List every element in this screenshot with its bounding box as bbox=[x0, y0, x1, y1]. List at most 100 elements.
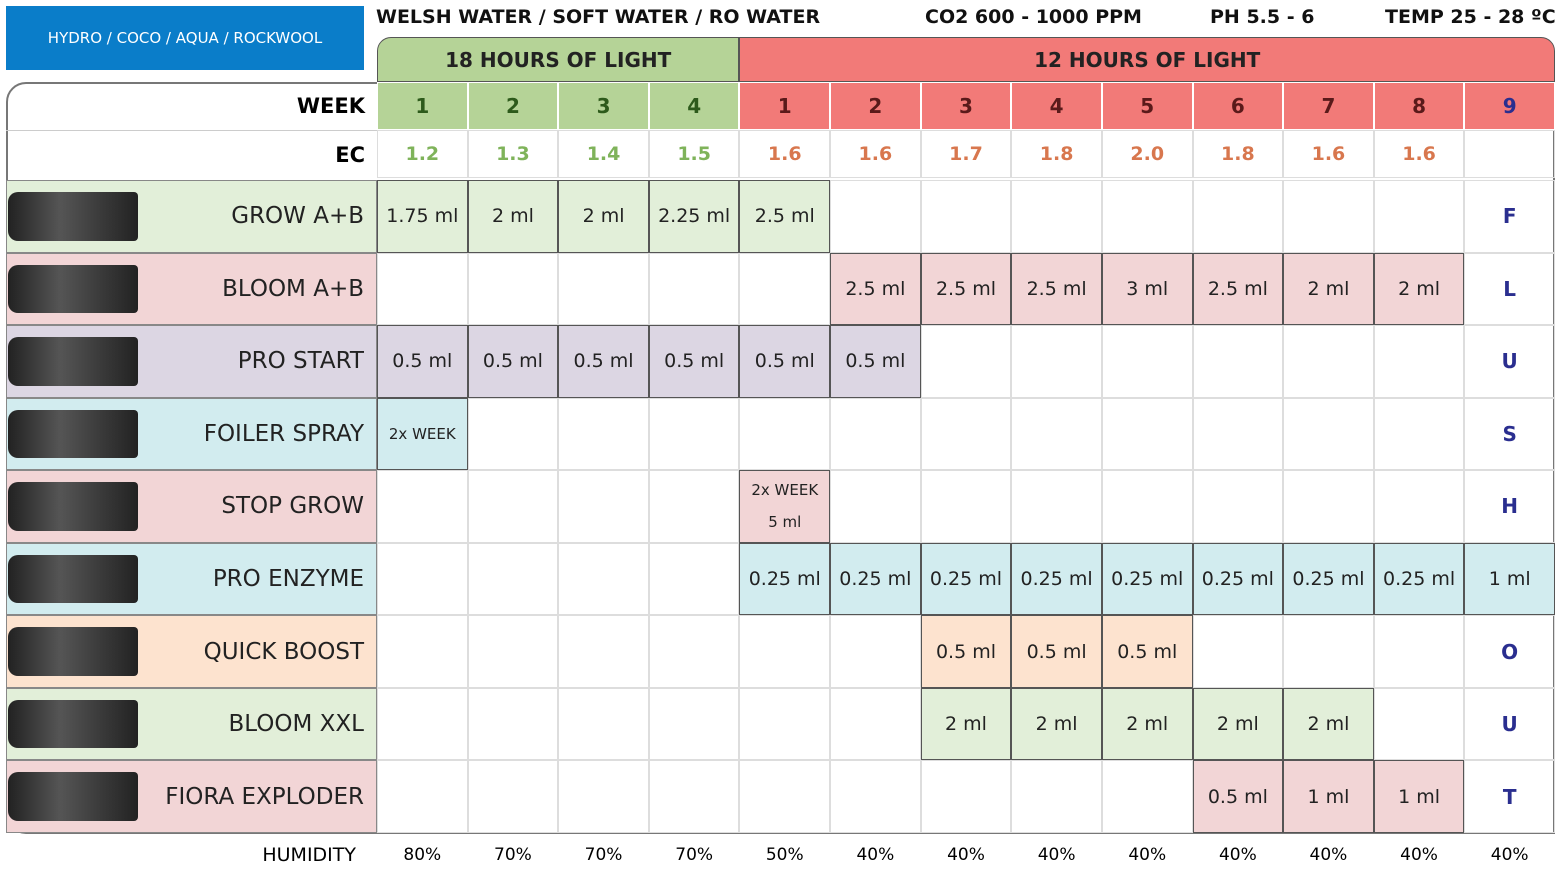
humidity-cell: 40% bbox=[1193, 840, 1284, 870]
row-label: HUMIDITY bbox=[6, 840, 356, 870]
empty-cell bbox=[921, 325, 1012, 398]
dose-line: 5 ml bbox=[768, 513, 801, 531]
week-cell: 4 bbox=[1011, 82, 1102, 130]
empty-cell bbox=[739, 615, 830, 688]
empty-cell bbox=[649, 470, 740, 543]
humidity-cell: 40% bbox=[1464, 840, 1555, 870]
humidity-cell: 40% bbox=[1283, 840, 1374, 870]
humidity-cell: 40% bbox=[1011, 840, 1102, 870]
dose-cell: 2 ml bbox=[921, 688, 1012, 761]
empty-cell bbox=[377, 470, 468, 543]
empty-cell bbox=[649, 253, 740, 326]
dose-cell: 2 ml bbox=[1283, 688, 1374, 761]
ec-cell: 1.8 bbox=[1011, 130, 1102, 178]
empty-cell bbox=[739, 398, 830, 471]
flush-letter: F bbox=[1464, 180, 1555, 253]
humidity-cell: 40% bbox=[1102, 840, 1193, 870]
empty-cell bbox=[1011, 760, 1102, 833]
empty-cell bbox=[468, 398, 559, 471]
week-cell: 2 bbox=[468, 82, 559, 130]
humidity-cell: 40% bbox=[1374, 840, 1465, 870]
empty-cell bbox=[830, 180, 921, 253]
empty-cell bbox=[558, 760, 649, 833]
product-image bbox=[8, 410, 138, 459]
dose-cell: 3 ml bbox=[1102, 253, 1193, 326]
ec-cell: 1.6 bbox=[1283, 130, 1374, 178]
empty-cell bbox=[377, 615, 468, 688]
dose-cell: 2.5 ml bbox=[830, 253, 921, 326]
empty-cell bbox=[739, 253, 830, 326]
product-image bbox=[8, 337, 138, 386]
ec-cell: 1.6 bbox=[1374, 130, 1465, 178]
ec-cell: 1.7 bbox=[921, 130, 1012, 178]
row-label: WEEK bbox=[6, 82, 377, 130]
dose-cell: 2 ml bbox=[558, 180, 649, 253]
dose-cell: 0.25 ml bbox=[1102, 543, 1193, 616]
dose-cell: 0.5 ml bbox=[1011, 615, 1102, 688]
empty-cell bbox=[1283, 615, 1374, 688]
dose-cell: 0.25 ml bbox=[739, 543, 830, 616]
dose-cell: 1.75 ml bbox=[377, 180, 468, 253]
phase-header: 12 HOURS OF LIGHT bbox=[739, 37, 1555, 82]
empty-cell bbox=[1283, 180, 1374, 253]
dose-cell: 0.5 ml bbox=[1193, 760, 1284, 833]
condition: CO2 600 - 1000 PPM bbox=[925, 2, 1165, 32]
product-image bbox=[8, 555, 138, 604]
humidity-cell: 40% bbox=[830, 840, 921, 870]
dose-cell: 2 ml bbox=[1374, 253, 1465, 326]
empty-cell bbox=[830, 470, 921, 543]
humidity-cell: 40% bbox=[921, 840, 1012, 870]
empty-cell bbox=[830, 760, 921, 833]
empty-cell bbox=[921, 180, 1012, 253]
empty-cell bbox=[558, 615, 649, 688]
week-cell: 9 bbox=[1464, 82, 1555, 130]
empty-cell bbox=[558, 253, 649, 326]
empty-cell bbox=[649, 688, 740, 761]
empty-cell bbox=[830, 688, 921, 761]
empty-cell bbox=[558, 688, 649, 761]
empty-cell bbox=[1011, 398, 1102, 471]
empty-cell bbox=[1283, 470, 1374, 543]
dose-cell: 2 ml bbox=[1283, 253, 1374, 326]
empty-cell bbox=[1193, 325, 1284, 398]
product-image bbox=[8, 482, 138, 531]
flush-letter: U bbox=[1464, 325, 1555, 398]
empty-cell bbox=[1193, 180, 1284, 253]
dose-cell: 0.5 ml bbox=[468, 325, 559, 398]
dose-cell: 2 ml bbox=[1011, 688, 1102, 761]
empty-cell bbox=[1102, 180, 1193, 253]
humidity-cell: 70% bbox=[649, 840, 740, 870]
product-image bbox=[8, 772, 138, 821]
product-image bbox=[8, 265, 138, 314]
empty-cell bbox=[1193, 398, 1284, 471]
empty-cell bbox=[1102, 760, 1193, 833]
empty-cell bbox=[558, 470, 649, 543]
row-label: EC bbox=[6, 130, 377, 178]
dose-cell: 2.5 ml bbox=[921, 253, 1012, 326]
dose-cell: 0.25 ml bbox=[830, 543, 921, 616]
empty-cell bbox=[1374, 615, 1465, 688]
flush-letter: O bbox=[1464, 615, 1555, 688]
dose-cell: 0.25 ml bbox=[1011, 543, 1102, 616]
empty-cell bbox=[377, 543, 468, 616]
dose-cell: 2 ml bbox=[1193, 688, 1284, 761]
dose-cell: 1 ml bbox=[1374, 760, 1465, 833]
product-image bbox=[8, 192, 138, 241]
week-cell: 2 bbox=[830, 82, 921, 130]
dose-cell: 2.5 ml bbox=[1193, 253, 1284, 326]
dose-cell: 2.5 ml bbox=[739, 180, 830, 253]
dose-line: 2x WEEK bbox=[751, 481, 818, 499]
dose-cell: 0.25 ml bbox=[1283, 543, 1374, 616]
dose-cell: 2 ml bbox=[468, 180, 559, 253]
flush-letter: S bbox=[1464, 398, 1555, 471]
empty-cell bbox=[1374, 180, 1465, 253]
empty-cell bbox=[468, 615, 559, 688]
empty-cell bbox=[1102, 398, 1193, 471]
empty-cell bbox=[739, 688, 830, 761]
empty-cell bbox=[468, 470, 559, 543]
ec-cell: 2.0 bbox=[1102, 130, 1193, 178]
ec-cell: 1.2 bbox=[377, 130, 468, 178]
product-image bbox=[8, 627, 138, 676]
flush-letter: U bbox=[1464, 688, 1555, 761]
empty-cell bbox=[921, 398, 1012, 471]
